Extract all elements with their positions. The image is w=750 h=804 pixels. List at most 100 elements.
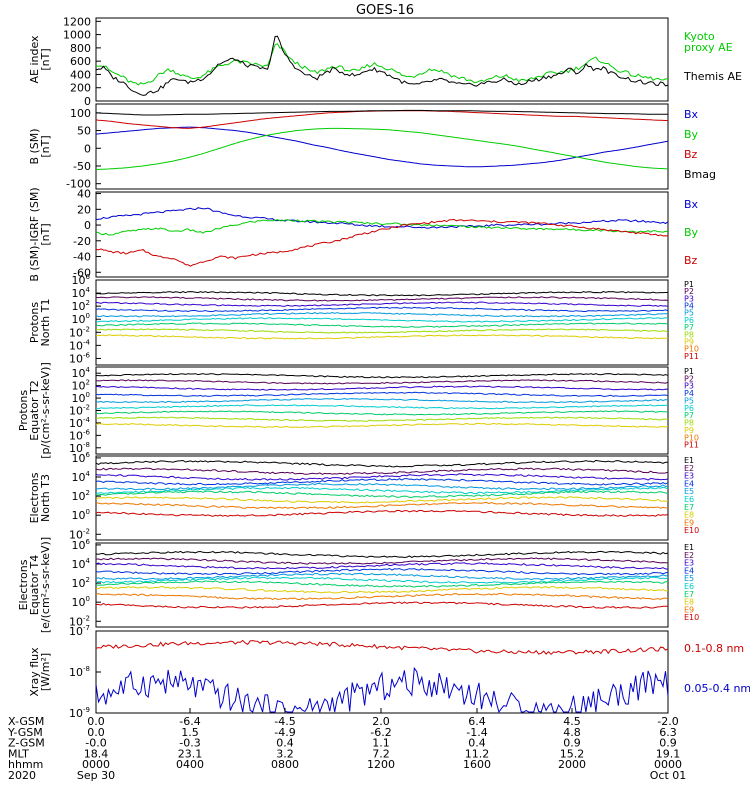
y-tick-label: 800 bbox=[70, 42, 91, 55]
y-tick-base: 10 bbox=[69, 339, 83, 352]
legend-entry: P2 bbox=[684, 374, 694, 383]
y-tick-base: 10 bbox=[69, 707, 83, 720]
y-tick-base: 10 bbox=[72, 471, 86, 484]
legend-entry: P6 bbox=[684, 404, 694, 413]
footer-value: 6.3 bbox=[659, 726, 677, 739]
y-tick-base: 10 bbox=[72, 367, 86, 380]
series-line-p5 bbox=[95, 397, 669, 404]
footer-value: Oct 01 bbox=[650, 769, 687, 782]
footer-value: -6.4 bbox=[179, 715, 200, 728]
series-line-p4 bbox=[95, 306, 669, 313]
y-tick-label: 1200 bbox=[63, 15, 91, 28]
y-tick-exponent: -7 bbox=[83, 624, 90, 632]
legend-entry: P5 bbox=[684, 309, 694, 318]
panel-frame bbox=[95, 103, 669, 190]
y-tick-base: 10 bbox=[72, 490, 86, 503]
panel-6: ElectronsNorth T310610410210010-2E1E2E3E… bbox=[28, 451, 699, 541]
y-tick-label: 102 bbox=[72, 489, 90, 503]
y-tick-exponent: -8 bbox=[83, 441, 90, 449]
series-line-bx bbox=[95, 207, 669, 229]
series-line-by bbox=[95, 219, 669, 236]
legend-entry: E10 bbox=[684, 613, 699, 622]
y-tick-exponent: 2 bbox=[86, 576, 90, 584]
legend-entry-kyoto: proxy AE bbox=[684, 41, 733, 54]
legend-entry: P11 bbox=[684, 352, 699, 361]
y-tick-exponent: 6 bbox=[86, 451, 91, 459]
series-line-p3 bbox=[95, 301, 669, 307]
legend-entry: P4 bbox=[684, 389, 694, 398]
footer-value: Sep 30 bbox=[77, 769, 115, 782]
y-tick-exponent: 6 bbox=[86, 538, 91, 546]
y-tick-base: 10 bbox=[72, 287, 86, 300]
y-tick-base: 10 bbox=[69, 615, 83, 628]
y-tick-label: 40 bbox=[77, 188, 91, 201]
y-tick-label: 10-2 bbox=[69, 404, 90, 418]
legend-entry: P10 bbox=[684, 433, 699, 442]
panel-8: Xray flux[W/m²]10-710-810-90.1-0.8 nm0.0… bbox=[28, 624, 750, 720]
y-tick-base: 10 bbox=[69, 405, 83, 418]
legend-entry: E4 bbox=[684, 566, 694, 575]
y-tick-label: 50 bbox=[77, 125, 91, 138]
footer-value: -0.3 bbox=[179, 737, 200, 750]
footer-value: -2.0 bbox=[657, 715, 678, 728]
series-line-e8 bbox=[95, 496, 669, 504]
panel-frame bbox=[95, 542, 669, 628]
y-axis-label-line: Electrons bbox=[28, 472, 41, 523]
y-tick-base: 10 bbox=[72, 300, 86, 313]
y-tick-exponent: -2 bbox=[83, 614, 90, 622]
y-tick-label: 10-4 bbox=[69, 416, 91, 430]
y-tick-label: -100 bbox=[66, 178, 91, 191]
legend-entry: E1 bbox=[684, 543, 694, 552]
legend-entry: E3 bbox=[684, 472, 694, 481]
footer-value: 0.0 bbox=[87, 726, 105, 739]
legend-entry: E2 bbox=[684, 464, 694, 473]
legend-entry: Bmag bbox=[684, 168, 716, 181]
y-axis-label: ProtonsNorth T1 bbox=[28, 299, 52, 347]
y-tick-exponent: 2 bbox=[86, 379, 90, 387]
legend-entry: P10 bbox=[684, 345, 699, 354]
y-tick-base: 10 bbox=[72, 452, 86, 465]
y-tick-exponent: 4 bbox=[86, 470, 91, 478]
y-axis-label-line: Xray flux bbox=[28, 647, 41, 697]
series-line-p7 bbox=[95, 410, 669, 416]
legend-entry: E3 bbox=[684, 559, 694, 568]
legend-entry: P6 bbox=[684, 316, 694, 325]
y-tick-base: 10 bbox=[72, 596, 86, 609]
y-tick-base: 10 bbox=[69, 442, 83, 455]
y-tick-base: 10 bbox=[72, 558, 86, 571]
y-tick-label: 100 bbox=[70, 107, 91, 120]
footer-value: 0.0 bbox=[87, 715, 105, 728]
series-line-e4 bbox=[95, 567, 669, 576]
footer-value: -4.9 bbox=[274, 726, 295, 739]
legend-entry: E9 bbox=[684, 518, 694, 527]
series-line-e7 bbox=[95, 490, 669, 498]
y-tick-label: 0 bbox=[84, 219, 91, 232]
y-axis-label-line: [nT] bbox=[39, 135, 52, 157]
series-line-p8 bbox=[95, 328, 669, 334]
footer-row-label: Y-GSM bbox=[7, 726, 43, 739]
footer-value: 2000 bbox=[558, 758, 586, 771]
y-tick-exponent: 0 bbox=[86, 391, 90, 399]
legend-entry: E1 bbox=[684, 456, 694, 465]
footer-value: -6.2 bbox=[370, 726, 391, 739]
y-tick-exponent: -4 bbox=[83, 416, 91, 424]
legend-entry: P7 bbox=[684, 411, 694, 420]
y-tick-base: 10 bbox=[72, 577, 86, 590]
y-tick-exponent: -8 bbox=[83, 665, 90, 673]
y-axis-label-line: Protons bbox=[17, 390, 30, 431]
footer-value: 1.5 bbox=[181, 726, 199, 739]
y-axis-label-line: Equator T2 bbox=[28, 380, 41, 440]
y-axis-label-line: B (SM)-IGRF (SM) bbox=[28, 187, 41, 281]
y-axis-label-line: Electrons bbox=[17, 559, 30, 610]
y-axis-label: B (SM)[nT] bbox=[28, 128, 52, 164]
legend-entry-themis: Themis AE bbox=[683, 70, 742, 83]
series-line-e8 bbox=[96, 585, 669, 594]
footer-value: 7.2 bbox=[372, 747, 390, 760]
y-tick-base: 10 bbox=[72, 509, 86, 522]
legend-entry: P8 bbox=[684, 419, 694, 428]
legend-entry: P3 bbox=[684, 294, 694, 303]
legend-entry: Bx bbox=[684, 198, 699, 211]
y-axis-label-line: [W/m²] bbox=[39, 653, 52, 691]
